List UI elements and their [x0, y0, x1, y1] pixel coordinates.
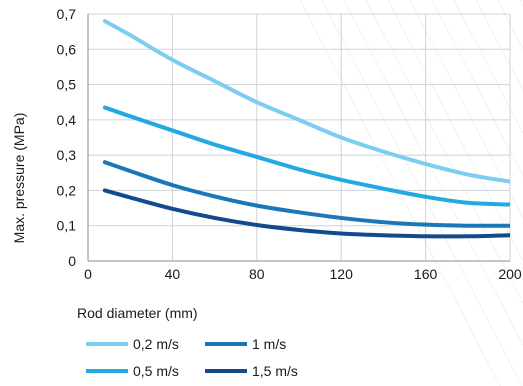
y-tick-label: 0,5 [57, 77, 77, 93]
watermark-line [475, 0, 523, 92]
x-tick-label: 40 [165, 266, 181, 282]
legend-label: 0,5 m/s [133, 363, 179, 379]
chart-grid [88, 13, 511, 261]
watermark-lines [299, 0, 523, 386]
legend-label: 1,5 m/s [252, 363, 298, 379]
y-tick-label: 0,6 [57, 41, 77, 57]
series-line-4 [102, 188, 510, 239]
watermark-line [343, 0, 523, 347]
watermark-line [431, 0, 523, 177]
legend-label: 0,2 m/s [133, 336, 179, 352]
watermark-line [321, 0, 523, 386]
watermark-line [453, 0, 523, 135]
x-tick-label: 200 [498, 266, 522, 282]
x-tick-label: 160 [414, 266, 438, 282]
series-line-2 [102, 105, 510, 207]
series-layer [102, 19, 510, 239]
y-tick-label: 0,7 [57, 6, 77, 22]
x-tick-label: 120 [330, 266, 354, 282]
watermark-line [365, 0, 523, 305]
x-axis-title: Rod diameter (mm) [77, 305, 198, 321]
series-line-3 [102, 160, 510, 228]
y-tick-label: 0,3 [57, 147, 77, 163]
tick-labels: 0 40 80 120 160 200 0 0,1 0,2 0,3 0,4 0,5 0,6 0,7 [57, 6, 522, 282]
y-tick-label: 0,1 [57, 218, 77, 234]
y-axis-title: Max. pressure (MPa) [11, 113, 27, 244]
y-tick-label: 0,4 [57, 112, 77, 128]
watermark-line [387, 0, 523, 262]
legend-label: 1 m/s [252, 336, 286, 352]
chart-axes [87, 14, 510, 262]
x-tick-label: 80 [249, 266, 265, 282]
y-tick-label: 0 [68, 253, 76, 269]
legend: 0,2 m/s 0,5 m/s 1 m/s 1,5 m/s [86, 336, 298, 379]
x-tick-label: 0 [84, 266, 92, 282]
y-tick-label: 0,2 [57, 182, 77, 198]
series-line-1 [102, 19, 510, 184]
